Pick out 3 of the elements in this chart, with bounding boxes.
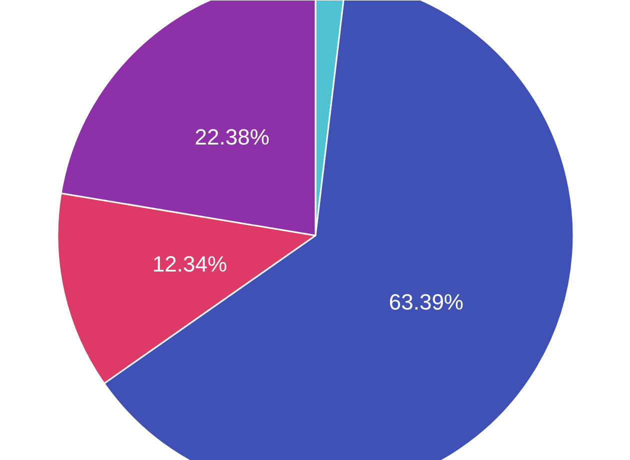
data-label: 63.39% (388, 289, 464, 314)
data-label: 22.38% (194, 124, 270, 150)
data-label: 12.34% (152, 252, 228, 277)
